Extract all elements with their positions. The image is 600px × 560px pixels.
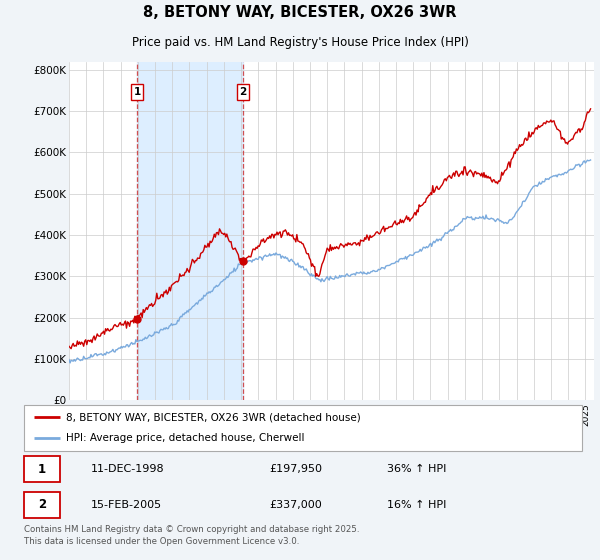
Text: 2: 2 bbox=[239, 87, 247, 97]
Text: 8, BETONY WAY, BICESTER, OX26 3WR (detached house): 8, BETONY WAY, BICESTER, OX26 3WR (detac… bbox=[66, 412, 361, 422]
Text: £337,000: £337,000 bbox=[269, 500, 322, 510]
Text: £197,950: £197,950 bbox=[269, 464, 323, 474]
Text: Price paid vs. HM Land Registry's House Price Index (HPI): Price paid vs. HM Land Registry's House … bbox=[131, 36, 469, 49]
Text: 8, BETONY WAY, BICESTER, OX26 3WR: 8, BETONY WAY, BICESTER, OX26 3WR bbox=[143, 6, 457, 20]
Text: 2: 2 bbox=[38, 498, 46, 511]
Text: 16% ↑ HPI: 16% ↑ HPI bbox=[387, 500, 446, 510]
Text: 1: 1 bbox=[133, 87, 140, 97]
Text: 15-FEB-2005: 15-FEB-2005 bbox=[91, 500, 162, 510]
Text: HPI: Average price, detached house, Cherwell: HPI: Average price, detached house, Cher… bbox=[66, 433, 304, 444]
Bar bbox=[24, 456, 60, 482]
Text: 1: 1 bbox=[38, 463, 46, 476]
Text: 36% ↑ HPI: 36% ↑ HPI bbox=[387, 464, 446, 474]
Bar bbox=[24, 492, 60, 518]
Text: Contains HM Land Registry data © Crown copyright and database right 2025.
This d: Contains HM Land Registry data © Crown c… bbox=[24, 525, 359, 546]
Bar bbox=[137, 62, 243, 400]
Text: 11-DEC-1998: 11-DEC-1998 bbox=[91, 464, 164, 474]
